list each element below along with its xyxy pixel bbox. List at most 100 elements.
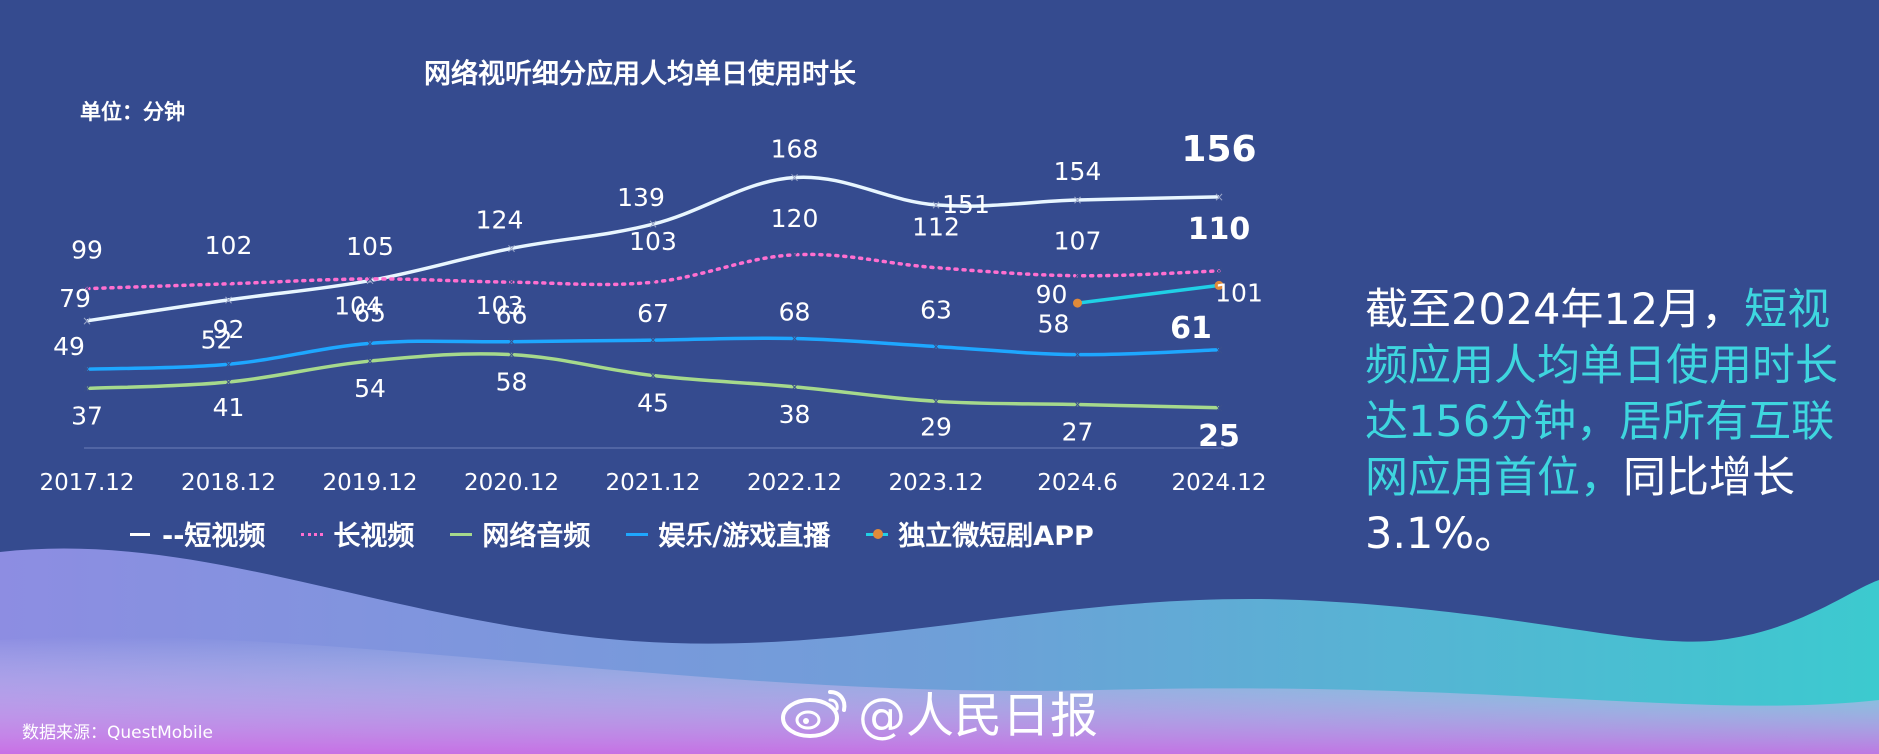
data-label-audio: 38 [779,400,811,429]
data-point-short-video: × [82,314,92,328]
data-label-short-video: 139 [617,183,665,212]
data-label-live-stream: 58 [1038,310,1070,339]
series-line-micro-drama [1077,283,1220,305]
x-tick-label: 2023.12 [888,470,983,496]
data-point-long-video: × [789,248,799,262]
data-label-live-stream: 68 [779,298,811,327]
legend-label-audio: 网络音频 [482,521,591,552]
data-point-short-video: × [1214,190,1224,204]
data-label-audio: 58 [496,368,528,397]
data-point-short-video: × [1072,193,1082,207]
data-point-short-video: × [365,274,375,288]
data-label-audio: 29 [920,412,952,441]
x-tick-label: 2022.12 [747,470,842,496]
data-label-live-stream: 61 [1170,311,1212,346]
data-point-live-stream: × [1072,348,1082,362]
x-tick-label: 2021.12 [605,470,700,496]
legend-label-live-stream: 娱乐/游戏直播 [658,521,831,552]
legend-item-audio: 网络音频 [450,514,590,553]
data-label-long-video: 120 [771,204,819,233]
data-point-audio: × [506,348,516,362]
data-point-live-stream: × [931,340,941,354]
data-point-short-video: × [789,171,799,185]
data-point-audio: × [365,354,375,368]
legend-label-micro-drama: 独立微短剧APP [898,521,1094,552]
data-label-live-stream: 66 [496,301,528,330]
data-label-live-stream: 52 [201,325,233,354]
data-label-long-video: 110 [1188,212,1251,247]
data-point-audio: × [648,369,658,383]
chart-legend: --短视频 长视频 网络音频 娱乐/游戏直播 独立微短剧APP [130,514,1130,553]
data-point-audio: × [1214,401,1224,415]
data-point-live-stream: × [223,357,233,371]
data-label-long-video: 112 [912,213,960,242]
data-label-short-video: 156 [1181,129,1256,170]
legend-swatch-micro-drama [866,528,894,539]
data-point-short-video: × [223,293,233,307]
summary-highlight: 短视频应用人均单日使用时长达156分钟，居所有互联网应用首位， [1365,285,1838,503]
series-line-live-stream [86,336,1220,371]
legend-label-short-video: --短视频 [162,521,266,552]
legend-swatch-audio [450,529,478,539]
data-point-long-video: × [648,275,658,289]
watermark-text: @人民日报 [858,688,1099,744]
data-point-short-video: × [506,241,516,255]
x-tick-label: 2018.12 [181,470,276,496]
data-point-long-video: × [223,277,233,291]
data-point-audio: × [1072,398,1082,412]
x-tick-label: 2024.6 [1037,470,1117,496]
data-label-short-video: 79 [59,284,91,313]
summary-part1: 截至2024年12月， [1365,285,1745,335]
legend-item-long-video: 长视频 [301,514,414,553]
data-point-micro-drama [1214,280,1224,290]
data-label-audio: 25 [1198,419,1240,454]
data-source: 数据来源：QuestMobile [22,723,213,743]
data-point-audio: × [223,375,233,389]
data-label-audio: 37 [71,401,103,430]
data-point-long-video: × [506,275,516,289]
data-point-micro-drama [1073,298,1082,308]
data-label-audio: 27 [1062,418,1094,447]
data-point-long-video: × [1072,269,1082,283]
data-label-micro-drama: 90 [1036,280,1068,309]
legend-swatch-short-video [130,529,158,539]
data-label-live-stream: 49 [53,332,85,361]
legend-swatch-long-video [301,529,329,539]
data-label-audio: 41 [213,393,245,422]
data-point-long-video: × [82,282,92,296]
data-point-short-video: × [648,217,658,231]
legend-item-live-stream: 娱乐/游戏直播 [626,514,830,553]
data-point-long-video: × [1214,264,1224,278]
series-line-audio [86,352,1220,410]
x-tick-label: 2024.12 [1171,470,1266,496]
summary-text: 截至2024年12月，短视频应用人均单日使用时长达156分钟，居所有互联网应用首… [1365,282,1845,562]
weibo-icon [781,690,847,738]
data-point-short-video: × [931,198,941,212]
data-label-short-video: 151 [942,190,990,219]
data-label-long-video: 103 [629,227,677,256]
summary-part2: 同比增长3.1%。 [1365,453,1795,559]
data-label-short-video: 92 [213,315,245,344]
chart-title: 网络视听细分应用人均单日使用时长 [424,59,856,90]
data-label-audio: 54 [354,374,386,403]
data-label-audio: 45 [637,389,669,418]
data-point-audio: × [82,381,92,395]
data-label-long-video: 107 [1054,227,1102,256]
data-point-live-stream: × [648,333,658,347]
data-point-long-video: × [365,272,375,286]
data-point-live-stream: × [1214,343,1224,357]
legend-swatch-live-stream [626,529,654,539]
data-label-micro-drama: 101 [1215,278,1263,307]
legend-label-long-video: 长视频 [333,521,415,552]
data-label-short-video: 104 [334,292,382,321]
data-point-long-video: × [931,261,941,275]
data-label-long-video: 102 [205,231,253,260]
unit-label: 单位：分钟 [80,100,185,124]
series-line-long-video [85,252,1221,291]
data-label-long-video: 99 [71,236,103,265]
data-label-long-video: 103 [476,291,524,320]
data-point-live-stream: × [82,362,92,376]
legend-item-short-video: --短视频 [130,514,265,553]
